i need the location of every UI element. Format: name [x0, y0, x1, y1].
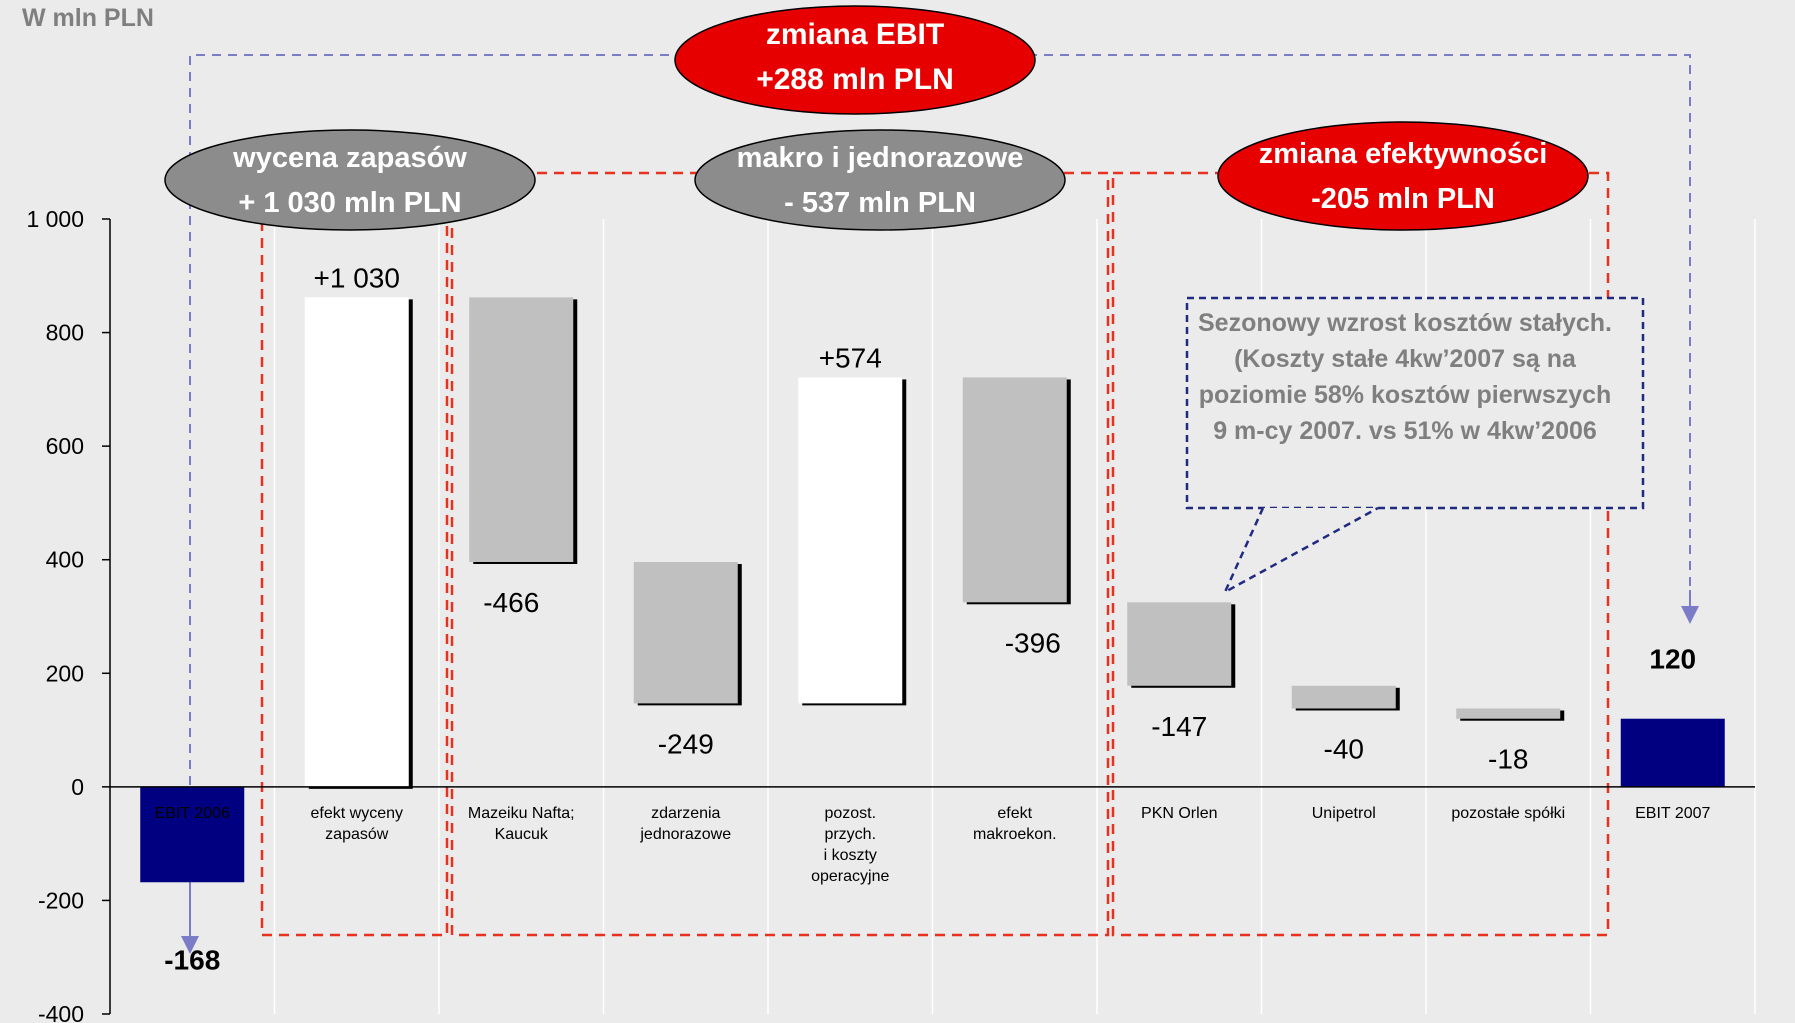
y-axis: -400 -200 0 200 400 600 800 1 000	[26, 206, 1755, 1023]
value-label-3: -249	[658, 728, 714, 759]
ellipse-wycena-line1: wycena zapasów	[232, 142, 467, 174]
bar-8	[1456, 708, 1561, 719]
ellipse-efektywnosc	[1217, 121, 1589, 231]
y-tick-label: -200	[38, 887, 84, 913]
bar-6	[1127, 602, 1232, 686]
category-label-5-0: efekt	[997, 805, 1032, 822]
category-label-4-2: i koszty	[824, 847, 877, 864]
value-label-1: +1 030	[314, 262, 400, 293]
unit-label: W mln PLN	[22, 4, 154, 32]
category-label-1-1: zapasów	[325, 826, 389, 843]
bar-7	[1291, 685, 1396, 709]
ellipse-wycena	[164, 129, 536, 231]
value-label-9: 120	[1649, 644, 1696, 675]
y-tick-label: -400	[38, 1001, 84, 1023]
category-label-4-1: przych.	[824, 826, 876, 843]
category-label-0-0: EBIT 2006	[155, 805, 230, 822]
category-label-4-3: operacyjne	[811, 868, 889, 885]
value-label-8: -18	[1488, 744, 1528, 775]
bar-3	[633, 561, 738, 704]
bar-4	[798, 377, 903, 704]
category-label-8-0: pozostałe spółki	[1451, 805, 1565, 822]
ellipse-zmiana-ebit-line2: +288 mln PLN	[756, 63, 954, 96]
category-label-9-0: EBIT 2007	[1635, 805, 1710, 822]
y-tick-label: 600	[46, 433, 84, 459]
y-tick-label: 400	[46, 547, 84, 573]
ellipse-efektywnosc-line1: zmiana efektywności	[1259, 138, 1548, 170]
callout-text: Sezonowy wzrost kosztów stałych. (Koszty…	[1198, 309, 1612, 445]
value-label-5: -396	[1005, 627, 1061, 658]
y-tick-label: 1 000	[26, 206, 84, 232]
category-label-6-0: PKN Orlen	[1141, 805, 1217, 822]
value-label-2: -466	[483, 587, 539, 618]
ellipse-wycena-line2: + 1 030 mln PLN	[238, 187, 461, 219]
callout	[1185, 296, 1645, 595]
category-label-5-1: makroekon.	[973, 826, 1057, 843]
ellipse-zmiana-ebit-line1: zmiana EBIT	[766, 18, 944, 51]
ellipses: zmiana EBIT +288 mln PLN wycena zapasów …	[164, 5, 1589, 231]
callout-pointer-outline	[1222, 506, 1379, 595]
y-tick-label: 800	[46, 320, 84, 346]
category-label-2-1: Kaucuk	[495, 826, 549, 843]
category-label-4-0: pozost.	[824, 805, 876, 822]
ellipse-efektywnosc-line2: -205 mln PLN	[1311, 183, 1495, 215]
value-label-6: -147	[1151, 711, 1207, 742]
bar-9	[1620, 718, 1725, 787]
y-tick-label: 200	[46, 660, 84, 686]
y-tick-label: 0	[71, 774, 84, 800]
callout-box	[1185, 296, 1645, 510]
bars: -168 EBIT 2006 +1 030 efekt wyceny zapasów -4…	[140, 262, 1725, 975]
value-label-7: -40	[1324, 733, 1364, 764]
category-label-2-0: Mazeiku Nafta;	[468, 805, 575, 822]
category-label-3-1: jednorazowe	[639, 826, 731, 843]
ellipse-makro-line1: makro i jednorazowe	[737, 142, 1024, 174]
ellipse-makro-line2: - 537 mln PLN	[784, 187, 976, 219]
ellipse-makro	[694, 129, 1066, 231]
category-label-7-0: Unipetrol	[1312, 805, 1376, 822]
value-label-0: -168	[164, 944, 220, 975]
category-label-1-0: efekt wyceny	[311, 805, 403, 822]
value-label-4: +574	[819, 342, 882, 373]
bar-0	[140, 786, 245, 883]
bar-2	[469, 297, 574, 562]
ellipse-zmiana-ebit	[674, 5, 1036, 115]
bar-5	[962, 377, 1067, 603]
category-label-3-0: zdarzenia	[651, 805, 720, 822]
bar-1	[304, 297, 409, 787]
